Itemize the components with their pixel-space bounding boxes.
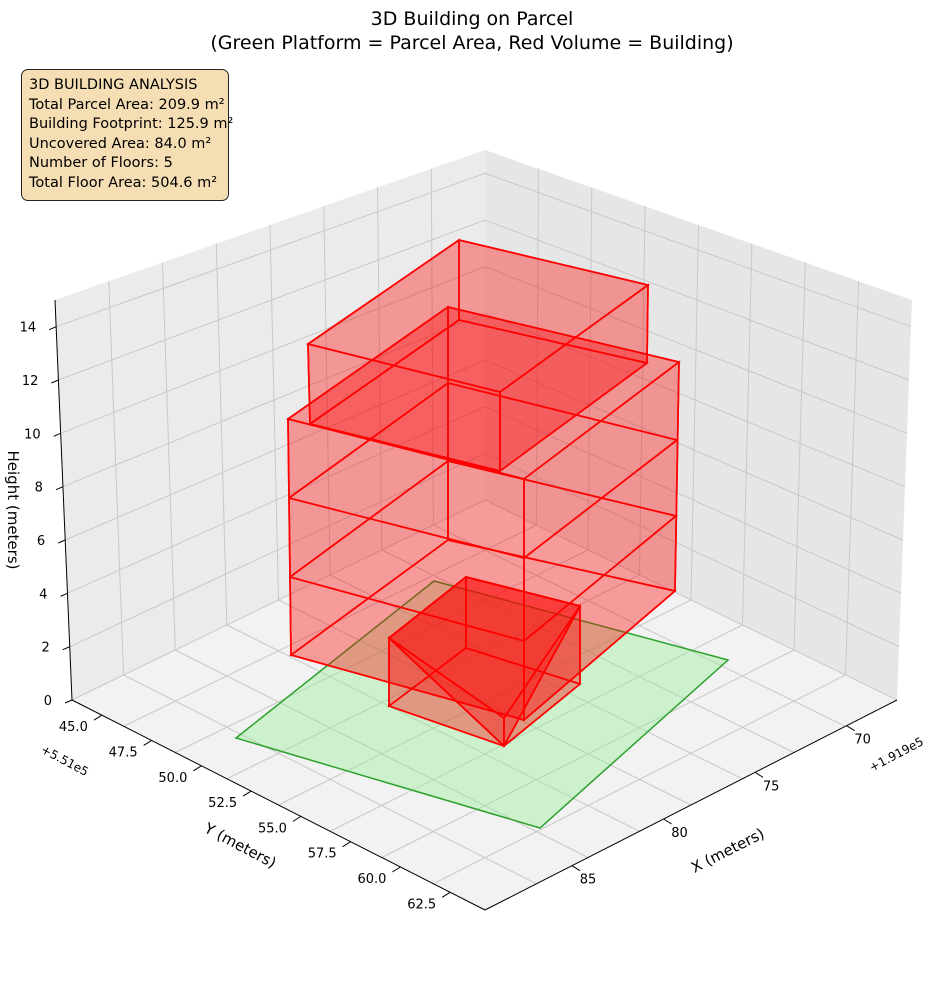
info-parcel-area: Total Parcel Area: 209.9 m² <box>29 96 225 113</box>
z-tick <box>51 379 59 384</box>
y-tick-label: 47.5 <box>109 745 138 760</box>
chart-title: 3D Building on Parcel <box>370 8 574 30</box>
y-grid-line <box>175 187 593 753</box>
z-tick <box>58 539 66 544</box>
z-axis-label: Height (meters) <box>4 451 22 570</box>
main-volume-face <box>285 306 681 480</box>
z-tick <box>62 646 70 651</box>
x-grid-line <box>430 168 846 727</box>
z-tick <box>53 432 61 437</box>
y-tick <box>342 841 351 848</box>
chart-subtitle: (Green Platform = Parcel Area, Red Volum… <box>210 32 734 54</box>
x-axis-line <box>484 699 898 911</box>
x-tick-label: 70 <box>854 733 871 748</box>
back-right-pane <box>485 150 912 700</box>
z-axis-line <box>54 299 73 701</box>
z-tick <box>60 592 68 597</box>
info-floor-area: Total Floor Area: 504.6 m² <box>29 174 218 191</box>
z-grid-line <box>65 359 904 541</box>
z-grid-line <box>62 312 906 488</box>
axis-lines <box>54 299 898 911</box>
y-tick <box>143 740 152 746</box>
x-grid-line <box>377 187 795 753</box>
z-tick-label: 0 <box>44 694 52 709</box>
y-grid-line <box>329 243 753 832</box>
upper-volume-face <box>305 239 651 393</box>
x-tick <box>571 865 581 872</box>
z-grid-line <box>67 406 902 594</box>
y-tick-label: 62.5 <box>407 897 436 912</box>
z-tick <box>48 326 57 331</box>
y-grid-line <box>226 206 646 780</box>
z-tick-label: 4 <box>39 587 47 602</box>
x-grid-line <box>162 262 589 858</box>
y-tick <box>242 790 252 797</box>
z-grid-line <box>60 266 908 434</box>
y-tick-label: 60.0 <box>357 872 386 887</box>
back-left-pane <box>55 150 485 700</box>
info-uncovered-area: Uncovered Area: 84.0 m² <box>29 135 212 152</box>
z-tick-label: 14 <box>20 321 37 336</box>
y-tick-label: 45.0 <box>59 720 88 735</box>
z-tick-label: 12 <box>22 374 39 389</box>
floor-division <box>289 460 678 642</box>
y-tick <box>292 815 302 822</box>
y-grid-line <box>381 262 806 858</box>
x-tick <box>846 725 855 732</box>
z-grid-line <box>58 219 910 381</box>
info-floor-count: Number of Floors: 5 <box>29 155 173 171</box>
x-tick <box>754 771 764 778</box>
y-tick-label: 52.5 <box>208 796 237 811</box>
x-grid-line <box>269 224 692 806</box>
x-tick-label: 75 <box>763 779 780 794</box>
y-tick <box>392 866 401 873</box>
y-grid-line <box>433 281 860 885</box>
floor-division <box>288 382 680 559</box>
y-tick-label: 57.5 <box>308 847 337 862</box>
x-grid-line <box>108 281 537 885</box>
x-axis-label: X (meters) <box>688 824 767 876</box>
z-grid-line <box>69 452 900 648</box>
z-grid-line <box>55 172 912 328</box>
z-tick-label: 8 <box>35 481 43 496</box>
grid-lines <box>55 168 912 885</box>
z-tick-label: 10 <box>24 427 41 442</box>
z-tick-label: 2 <box>41 641 49 656</box>
z-tick-label: 6 <box>37 534 45 549</box>
y-grid-line <box>123 168 539 727</box>
y-tick-label: 55.0 <box>258 821 287 836</box>
x-grid-line <box>323 206 743 780</box>
info-heading: 3D BUILDING ANALYSIS <box>29 77 198 93</box>
x-tick <box>663 818 672 825</box>
y-tick <box>93 714 103 721</box>
x-grid-line <box>215 243 640 832</box>
x-tick-label: 80 <box>671 826 688 841</box>
data-marks <box>234 238 730 829</box>
y-axis-line <box>71 699 486 911</box>
x-offset-label: +1.919e5 <box>867 734 926 774</box>
y-grid-line <box>278 224 699 806</box>
z-tick <box>55 486 64 491</box>
annex-block-face <box>387 576 582 720</box>
y-tick <box>193 765 202 772</box>
y-tick <box>441 891 451 898</box>
y-tick-label: 50.0 <box>158 771 187 786</box>
parcel-platform <box>234 580 730 829</box>
x-tick-label: 85 <box>580 873 597 888</box>
analysis-info-box: 3D BUILDING ANALYSIS Total Parcel Area: … <box>21 69 234 201</box>
z-grid-line <box>71 499 898 701</box>
z-tick <box>64 699 73 704</box>
info-footprint: Building Footprint: 125.9 m² <box>29 116 234 132</box>
y-offset-label: +5.51e5 <box>39 742 91 779</box>
